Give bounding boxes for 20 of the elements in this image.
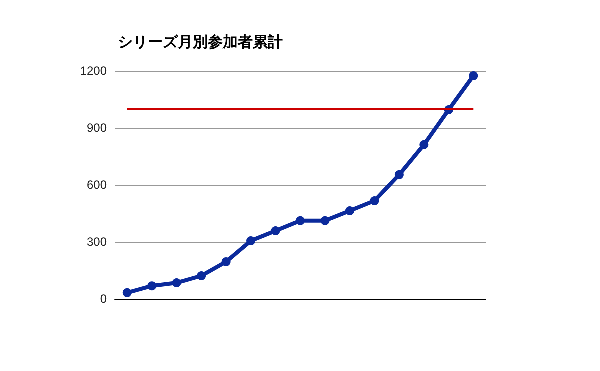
point [394, 170, 404, 180]
point [420, 140, 429, 150]
y-tick-label: 300 [86, 235, 108, 249]
point [222, 257, 231, 266]
y-tick-label: 1200 [80, 64, 108, 78]
point [271, 226, 280, 236]
point [246, 236, 256, 246]
chart-title: シリーズ月別参加者累計 [118, 34, 283, 51]
point [469, 71, 478, 80]
point [320, 216, 330, 226]
point [148, 282, 157, 291]
point [370, 196, 380, 206]
y-tick-label: 600 [86, 178, 108, 192]
y-tick-label: 900 [86, 121, 108, 135]
point [122, 288, 132, 298]
y-tick-label: 0 [100, 292, 108, 306]
point [345, 206, 354, 216]
point [172, 278, 182, 288]
point [296, 216, 305, 226]
point [197, 272, 206, 281]
